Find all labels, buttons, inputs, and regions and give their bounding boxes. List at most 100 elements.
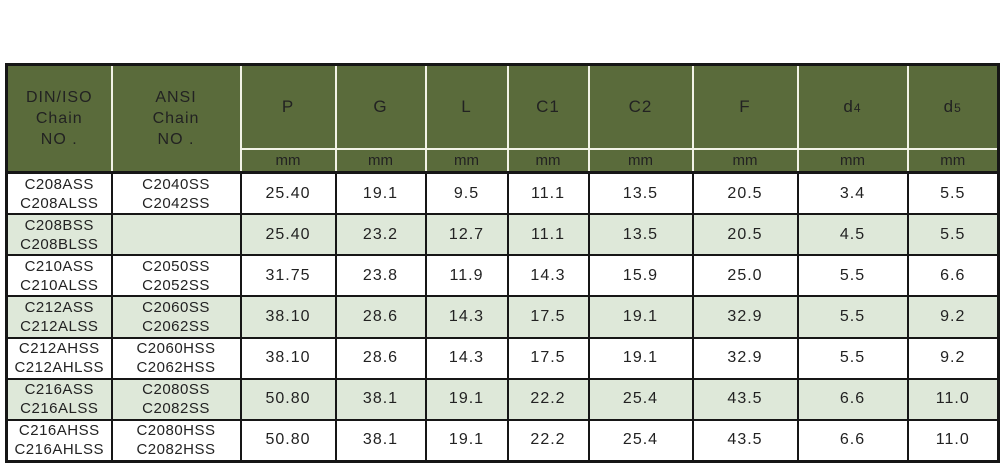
value-cell: 43.5 (691, 418, 799, 463)
table-row: C212AHSS C212AHLSS C2060HSS C2062HSS 38.10 28… (5, 336, 1000, 380)
column-header-c1: C1 (506, 64, 589, 149)
value-cell: 25.40 (239, 213, 337, 257)
value-cell: 14.3 (506, 254, 590, 298)
ansi-cell: C2060HSS C2062HSS (110, 336, 242, 380)
value-cell: 23.2 (334, 213, 427, 257)
ansi-cell: C2050SS C2052SS (110, 254, 242, 298)
value-cell: 22.2 (506, 377, 590, 421)
value-cell: 5.5 (796, 254, 909, 298)
din-iso-cell: C216AHSS C216AHLSS (5, 418, 113, 463)
column-letter: P (281, 96, 295, 116)
column-header-ansi: ANSI Chain NO . (110, 64, 241, 173)
value-cell: 5.5 (796, 295, 909, 339)
column-header-c2: C2 (587, 64, 693, 149)
column-header-f: F (691, 64, 798, 149)
table-row: C216ASS C216ALSS C2080SS C2082SS 50.80 38.1 19… (5, 377, 1000, 421)
chain-number-line: C208BSS (24, 216, 94, 234)
value-cell: 3.4 (796, 171, 909, 216)
unit-row: mm mm mm mm mm mm mm mm (7, 147, 999, 173)
table-row: C216AHSS C216AHLSS C2080HSS C2082HSS 50.80 38… (5, 418, 1000, 463)
value-cell: 14.3 (424, 336, 509, 380)
chain-number-line: C212AHSS (18, 340, 100, 358)
value-cell: 6.6 (796, 377, 909, 421)
value-cell: 5.5 (906, 213, 1000, 257)
header-line: ANSI (155, 89, 197, 106)
table-row: C208BSS C208BLSS 25.40 23.2 12.7 11.1 13.5 20.5… (5, 213, 1000, 257)
chain-number-line: C2082HSS (136, 441, 216, 459)
chain-number-line: C2060HSS (136, 340, 216, 358)
unit-cell: mm (906, 147, 999, 173)
din-iso-cell: C216ASS C216ALSS (5, 377, 113, 421)
value-cell: 9.5 (424, 171, 509, 216)
table-row: C210ASS C210ALSS C2050SS C2052SS 31.75 23.8 11… (5, 254, 1000, 298)
chain-number-line: C210ASS (24, 257, 94, 275)
chain-number-line: C216ALSS (20, 400, 99, 418)
column-letter: G (373, 96, 388, 116)
chain-number-line: C2042SS (142, 194, 210, 212)
din-iso-cell: C210ASS C210ALSS (5, 254, 113, 298)
value-cell: 11.9 (424, 254, 509, 298)
value-cell: 25.4 (587, 418, 694, 463)
column-letter: d (943, 96, 955, 116)
table-body: C208ASS C208ALSS C2040SS C2042SS 25.40 19.1 9.… (5, 171, 1000, 463)
value-cell: 13.5 (587, 213, 694, 257)
ansi-cell: C2060SS C2062SS (110, 295, 242, 339)
column-letter: C1 (536, 96, 560, 116)
value-cell: 15.9 (587, 254, 694, 298)
value-cell: 6.6 (906, 254, 1000, 298)
chain-number-line: C2040SS (142, 175, 210, 193)
value-cell: 6.6 (796, 418, 909, 463)
chain-number-line: C208ALSS (20, 194, 99, 212)
ansi-cell: C2080SS C2082SS (110, 377, 242, 421)
unit-cell: mm (424, 147, 508, 173)
value-cell: 14.3 (424, 295, 509, 339)
chain-number-line: C212AHLSS (14, 359, 105, 377)
value-cell: 19.1 (587, 336, 694, 380)
header-line: Chain (35, 110, 83, 127)
value-cell: 9.2 (906, 295, 1000, 339)
value-cell: 12.7 (424, 213, 509, 257)
chain-number-line: C212ALSS (20, 317, 99, 335)
chain-spec-table: DIN/ISO Chain NO . ANSI Chain NO . P G L C1… (5, 63, 1000, 463)
chain-number-line: C2080HSS (136, 422, 216, 440)
value-cell: 31.75 (239, 254, 337, 298)
ansi-cell (110, 213, 242, 257)
column-header-l: L (424, 64, 508, 149)
unit-cell: mm (587, 147, 693, 173)
chain-number-line: C216ASS (24, 381, 94, 399)
unit-cell: mm (239, 147, 336, 173)
din-iso-cell: C208BSS C208BLSS (5, 213, 113, 257)
table-row: C212ASS C212ALSS C2060SS C2062SS 38.10 28.6 14… (5, 295, 1000, 339)
value-cell: 38.1 (334, 377, 427, 421)
value-cell: 5.5 (906, 171, 1000, 216)
chain-number-line: C212ASS (24, 298, 94, 316)
column-letter: F (739, 96, 751, 116)
chain-number-line: C2062HSS (136, 359, 216, 377)
header-line: Chain (152, 110, 200, 127)
value-cell: 25.40 (239, 171, 337, 216)
chain-number-line: C2080SS (142, 381, 210, 399)
chain-number-line: C2050SS (142, 257, 210, 275)
unit-cell: mm (796, 147, 908, 173)
value-cell: 19.1 (424, 418, 509, 463)
chain-number-line: C2052SS (142, 276, 210, 294)
column-letter: d (843, 96, 854, 116)
unit-cell: mm (506, 147, 589, 173)
din-iso-cell: C212AHSS C212AHLSS (5, 336, 113, 380)
value-cell: 32.9 (691, 336, 799, 380)
value-cell: 38.10 (239, 336, 337, 380)
value-cell: 19.1 (424, 377, 509, 421)
value-cell: 25.4 (587, 377, 694, 421)
value-cell: 38.1 (334, 418, 427, 463)
value-cell: 19.1 (587, 295, 694, 339)
value-cell: 28.6 (334, 295, 427, 339)
value-cell: 23.8 (334, 254, 427, 298)
chain-number-line: C208BLSS (20, 235, 99, 253)
value-cell: 22.2 (506, 418, 590, 463)
value-cell: 20.5 (691, 171, 799, 216)
chain-number-line: C208ASS (24, 175, 94, 193)
value-cell: 25.0 (691, 254, 799, 298)
chain-number-line: C210ALSS (20, 276, 99, 294)
value-cell: 9.2 (906, 336, 1000, 380)
